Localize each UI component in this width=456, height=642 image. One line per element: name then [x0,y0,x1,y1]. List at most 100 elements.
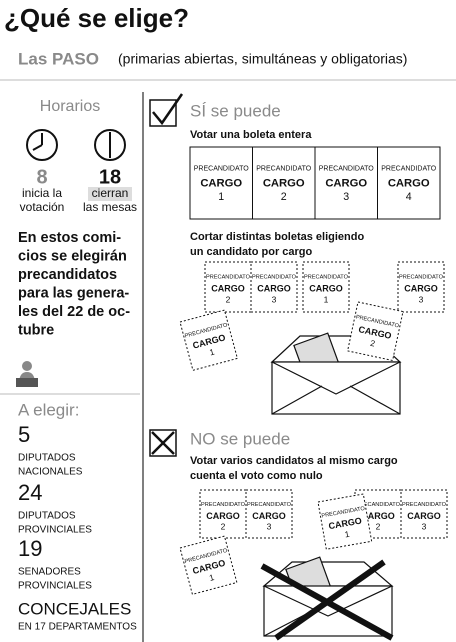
ballot-office: CARGO [263,178,305,190]
ballot-number: 3 [272,294,277,304]
opening-text: votación [20,200,65,214]
ballot-number: 1 [324,294,329,304]
ballot-cell [377,146,441,220]
office-name: PROVINCIALES [18,525,92,536]
clock-opening [26,129,58,161]
clock-hand [32,144,43,151]
ballot-number: 2 [226,294,231,304]
closing-text: cierran [92,186,129,200]
ballot-cell [400,489,448,539]
office-name: NACIONALES [18,467,83,478]
ballot-office: CARGO [388,178,430,190]
intro-line: tubre [18,322,54,338]
voter-icon [16,361,38,387]
ballot-office: CARGO [200,178,242,190]
ballot-cell [397,261,445,313]
ballot-office: CARGO [325,178,367,190]
ballot-number: 2 [376,522,381,532]
highlight [88,187,132,201]
forbidden-title: NO se puede [190,429,290,448]
ballot-cell [252,146,316,220]
intro-line: cios se elegirán [18,248,127,264]
ballot-cell [179,535,238,595]
intro: En estos comi-cios se elegirán precandida… [18,230,130,339]
ballot-cell [245,489,293,539]
check-mark [152,93,184,126]
ballot-cell [347,301,404,362]
schedule-title: Horarios [40,98,100,115]
ballot-label: PRECANDIDATO [256,165,312,172]
ballot: PRECANDIDATOCARGO1PRECANDIDATOCARGO2PREC… [189,146,441,220]
ballot-number: 3 [422,522,427,532]
ballot-office: CARGO [404,283,438,293]
ballot-office: CARGO [407,511,441,521]
box [149,99,177,127]
opening-time: 8 [36,166,47,188]
ballot-label: PRECANDIDATO [381,165,437,172]
ballot-cell [189,146,253,220]
title: ¿Qué se elige? [4,3,189,33]
icon-desk [16,378,38,387]
ballot-label: PRECANDIDATO [402,502,447,508]
ballot-label: PRECANDIDATO [356,502,401,508]
subtitle-note: (primarias abiertas, simultáneas y oblig… [118,51,407,67]
ballot-number: 2 [221,522,226,532]
ballot-office: CARGO [257,283,291,293]
caption: Votar una boleta entera [190,129,312,141]
office-name: SENADORES [18,567,81,578]
intro-line: En estos comi- [18,230,121,246]
ballot-number: 1 [208,347,215,358]
ballot-number: 3 [267,522,272,532]
office-count: 5 [18,422,30,447]
ballot-label: PRECANDIDATO [399,274,444,280]
null-cross [260,559,394,641]
intro-line: precandidatos [18,267,117,283]
envelope-fold [271,361,401,415]
office-count: 24 [18,480,42,505]
ballot-cell [204,261,252,313]
intro-line: para las genera- [18,285,129,301]
office-name: DIPUTADOS [18,511,76,522]
icon-head [22,361,32,371]
check-box [149,93,184,127]
closing-time: 18 [99,166,121,188]
ballot-number: 2 [369,338,376,349]
ballot-label: PRECANDIDATO [319,165,375,172]
offices-title: A elegir: [18,400,79,419]
box [149,429,177,457]
clock-closing [94,129,126,161]
ballot-cell [314,146,378,220]
opening-text: inicia la [22,186,62,200]
ballot-label: PRECANDIDATO [252,274,297,280]
ballot-number: 2 [281,191,287,203]
caption: Cortar distintas boletas eligiendo [190,231,364,243]
councils-label: CONCEJALES [18,599,131,618]
clock-face [94,129,126,161]
ballot-number: 3 [343,191,349,203]
ballot-number: 1 [218,191,224,203]
ballot-label: PRECANDIDATO [201,502,246,508]
councils-detail: EN 17 DEPARTAMENTOS [18,622,137,633]
cross-mark [151,431,175,455]
ballot-office: CARGO [211,283,245,293]
ballots: PRECANDIDATOCARGO1PRECANDIDATOCARGO2PREC… [179,146,448,595]
ballot-office: CARGO [361,511,395,521]
ballot-label: PRECANDIDATO [206,274,251,280]
closing-text: las mesas [83,200,137,214]
intro-line: les del 22 de oc- [18,304,130,320]
ballot-cell [302,261,350,313]
ballot-office: CARGO [309,283,343,293]
ballot-number: 1 [344,529,351,540]
caption: Votar varios candidatos al mismo cargo [190,455,398,467]
ballot-office: CARGO [252,511,286,521]
ballot-number: 3 [419,294,424,304]
cross-box [149,429,177,457]
